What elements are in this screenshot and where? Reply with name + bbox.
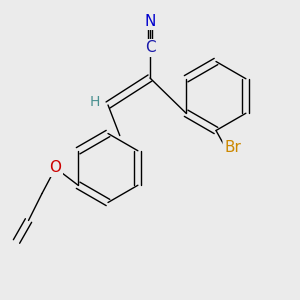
Text: O: O xyxy=(50,160,61,175)
Text: Br: Br xyxy=(224,140,241,154)
Text: H: H xyxy=(89,95,100,109)
Text: C: C xyxy=(145,40,155,56)
Text: N: N xyxy=(144,14,156,28)
